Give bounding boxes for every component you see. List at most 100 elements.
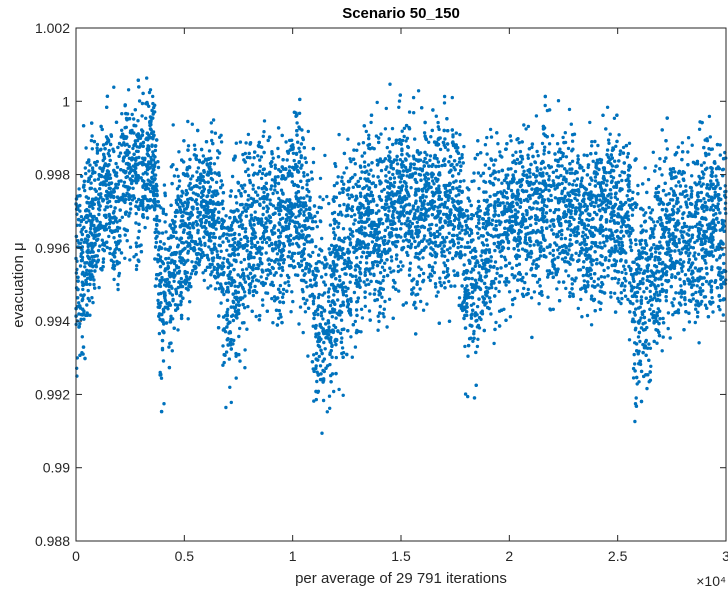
data-point	[661, 272, 666, 276]
data-point	[164, 212, 168, 217]
data-point	[342, 182, 346, 186]
data-point	[516, 248, 521, 252]
data-point	[380, 189, 384, 193]
data-point	[470, 276, 474, 281]
data-point	[545, 171, 549, 176]
data-point	[246, 206, 250, 210]
data-point	[95, 146, 99, 150]
data-point	[500, 181, 504, 185]
data-point	[284, 140, 288, 144]
data-point	[575, 177, 580, 181]
data-point	[607, 170, 612, 175]
data-point	[476, 337, 480, 341]
data-point	[703, 167, 708, 172]
data-point	[508, 180, 513, 184]
data-point	[77, 187, 81, 191]
data-point	[570, 282, 574, 286]
data-point	[560, 233, 564, 237]
data-point	[626, 217, 631, 222]
data-point	[718, 298, 722, 303]
data-point	[619, 284, 624, 288]
data-point	[556, 99, 561, 103]
data-point	[239, 237, 243, 242]
data-point	[116, 239, 121, 243]
data-point	[543, 145, 547, 149]
data-point	[548, 224, 552, 228]
data-point	[95, 142, 100, 147]
data-point	[273, 166, 278, 170]
data-point	[112, 236, 116, 240]
data-point	[237, 232, 241, 237]
data-point	[626, 151, 630, 156]
data-point	[499, 254, 504, 258]
data-point	[601, 234, 605, 238]
data-point	[306, 354, 310, 358]
data-point	[383, 299, 387, 304]
data-point	[413, 245, 418, 250]
data-point	[470, 179, 474, 184]
data-point	[341, 227, 346, 231]
data-point	[137, 99, 142, 103]
data-point	[657, 184, 661, 189]
data-point	[147, 90, 152, 95]
data-point	[321, 293, 325, 297]
data-point	[483, 251, 488, 255]
data-point	[504, 191, 509, 195]
data-point	[239, 260, 243, 264]
data-point	[476, 231, 480, 235]
data-point	[336, 225, 340, 229]
scatter-points	[74, 76, 728, 435]
data-point	[463, 344, 467, 349]
data-point	[682, 221, 687, 226]
data-point	[566, 146, 571, 151]
data-point	[483, 143, 488, 147]
data-point	[667, 192, 671, 196]
data-point	[611, 147, 616, 151]
data-point	[526, 156, 530, 160]
data-point	[591, 217, 595, 221]
data-point	[694, 307, 698, 311]
data-point	[477, 218, 481, 222]
data-point	[522, 169, 526, 173]
data-point	[209, 121, 213, 125]
data-point	[270, 241, 274, 246]
data-point	[256, 193, 260, 197]
data-point	[186, 249, 191, 253]
data-point	[450, 95, 454, 100]
data-point	[673, 275, 678, 280]
data-point	[408, 261, 413, 265]
data-point	[415, 220, 419, 224]
data-point	[389, 255, 394, 259]
data-point	[363, 165, 367, 169]
data-point	[707, 114, 712, 119]
data-point	[242, 257, 247, 262]
data-point	[375, 100, 379, 105]
data-point	[695, 222, 700, 226]
data-point	[572, 179, 576, 183]
data-point	[711, 310, 715, 314]
data-point	[135, 264, 139, 268]
data-point	[447, 251, 452, 255]
data-point	[528, 175, 532, 179]
data-point	[368, 292, 372, 296]
data-point	[629, 241, 633, 245]
data-point	[369, 230, 373, 235]
data-point	[305, 285, 309, 289]
data-point	[703, 258, 707, 263]
data-point	[677, 240, 681, 245]
data-point	[287, 222, 292, 226]
data-point	[714, 174, 718, 178]
data-point	[313, 220, 318, 224]
data-point	[120, 112, 124, 116]
data-point	[301, 268, 305, 273]
data-point	[83, 166, 88, 170]
data-point	[258, 158, 262, 162]
data-point	[653, 224, 657, 228]
data-point	[390, 126, 395, 131]
data-point	[89, 138, 94, 143]
data-point	[321, 197, 325, 202]
data-point	[622, 288, 626, 292]
data-point	[363, 304, 367, 308]
data-point	[304, 160, 308, 165]
data-point	[680, 269, 684, 273]
